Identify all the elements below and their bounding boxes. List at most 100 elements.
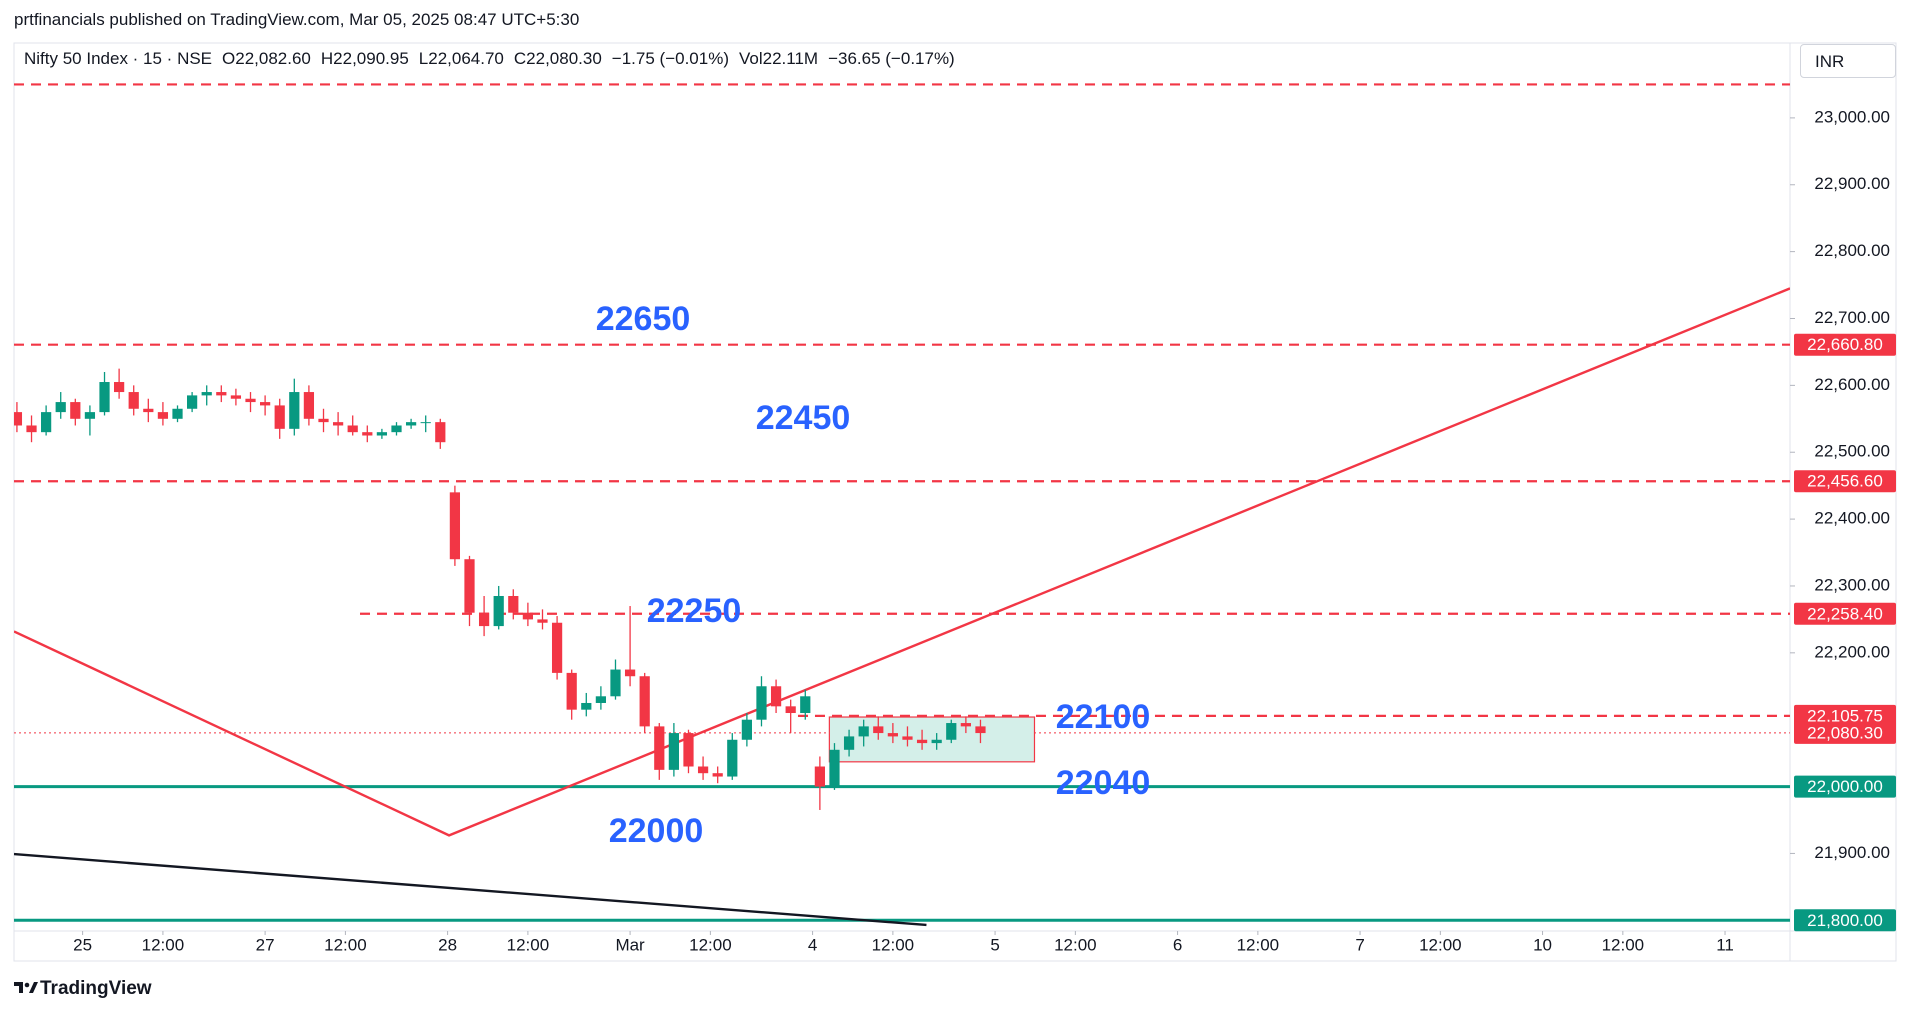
- level-annotation: 22000: [609, 812, 704, 850]
- currency-button[interactable]: INR: [1800, 44, 1896, 78]
- candle-body: [727, 739, 738, 777]
- candle-body: [581, 702, 592, 710]
- candle-body: [843, 736, 855, 750]
- brand-logo: [14, 982, 38, 993]
- candle-body: [274, 405, 285, 429]
- legend-item: C22,080.30: [513, 49, 602, 68]
- price-level-label: 22,660.80: [1807, 335, 1883, 354]
- y-tick-label: 22,400.00: [1814, 509, 1890, 528]
- candle-body: [668, 733, 679, 770]
- candle-body: [303, 392, 315, 419]
- candle-body: [566, 672, 577, 710]
- candle-body: [143, 408, 154, 413]
- candle-body: [610, 669, 621, 697]
- price-level-box: [1794, 775, 1896, 798]
- x-tick-label: 12:00: [507, 935, 550, 954]
- candle-body: [114, 382, 125, 393]
- candle-body: [420, 422, 431, 424]
- candle-body: [683, 733, 694, 767]
- y-tick-label: 22,300.00: [1814, 575, 1890, 594]
- x-tick-label: 25: [73, 935, 92, 954]
- candle-body: [654, 726, 665, 770]
- level-annotation: 22650: [596, 300, 691, 338]
- candle-body: [84, 412, 96, 419]
- candle-body: [318, 418, 329, 423]
- chart-legend: Nifty 50 Index · 15 · NSE O22,082.60 H22,…: [24, 49, 955, 69]
- price-level-label: 22,258.40: [1807, 604, 1883, 623]
- candle-body: [551, 622, 563, 673]
- legend-item: O22,082.60: [222, 49, 311, 68]
- y-tick-label: 22,700.00: [1814, 308, 1890, 327]
- price-level-label: 22,456.60: [1807, 472, 1883, 491]
- symbol-title: Nifty 50 Index · 15 · NSE: [24, 49, 213, 68]
- candle-body: [522, 612, 534, 620]
- candle-body: [493, 595, 504, 627]
- brand-name: TradingView: [40, 978, 152, 999]
- candle-body: [362, 432, 373, 436]
- candle-body: [55, 402, 66, 413]
- x-tick-label: 7: [1355, 935, 1364, 954]
- candle-body: [916, 739, 928, 744]
- trend-line: [14, 852, 927, 927]
- candle-body: [800, 696, 811, 714]
- candle-body: [391, 425, 402, 433]
- candle-body: [172, 408, 183, 419]
- range-zone: [828, 716, 1036, 763]
- y-tick-label: 22,800.00: [1814, 241, 1890, 260]
- x-tick-label: 5: [990, 935, 999, 954]
- candle-body: [201, 392, 212, 396]
- legend-item: Vol22.11M: [739, 49, 819, 68]
- x-tick-label: 10: [1533, 935, 1552, 954]
- x-tick-label: 11: [1716, 935, 1734, 954]
- candle-body: [946, 723, 957, 740]
- candle-body: [157, 412, 169, 419]
- x-tick-label: Mar: [615, 935, 645, 954]
- price-level-box: [1794, 909, 1896, 932]
- x-tick-label: 27: [256, 935, 275, 954]
- price-level-label: 22,080.30: [1807, 723, 1883, 742]
- y-tick-label: 22,500.00: [1814, 442, 1890, 461]
- x-tick-label: 12:00: [1419, 935, 1462, 954]
- price-level-label: 22,105.75: [1807, 706, 1883, 725]
- candle-body: [187, 395, 198, 409]
- candle-body: [624, 669, 636, 677]
- price-level-box: [1794, 602, 1896, 625]
- candle-body: [975, 726, 986, 734]
- candle-body: [332, 422, 344, 426]
- price-level-box: [1794, 721, 1896, 744]
- candle-body: [216, 392, 227, 396]
- legend-item: −36.65 (−0.17%): [828, 49, 955, 68]
- x-tick-label: 12:00: [142, 935, 185, 954]
- candle-body: [347, 425, 358, 433]
- candle-body: [741, 719, 752, 740]
- x-tick-label: 12:00: [1602, 935, 1645, 954]
- y-tick-label: 22,900.00: [1814, 174, 1890, 193]
- candle-body: [14, 412, 23, 426]
- legend-item: H22,090.95: [320, 49, 409, 68]
- candle-body: [478, 612, 490, 627]
- y-tick-label: 22,600.00: [1814, 375, 1890, 394]
- price-level-box: [1794, 704, 1896, 727]
- publisher-line: prtfinancials published on TradingView.c…: [14, 10, 580, 29]
- x-tick-label: 4: [808, 935, 817, 954]
- candle-body: [829, 749, 840, 787]
- candle-body: [639, 676, 650, 727]
- candle-body: [814, 766, 825, 787]
- candle-body: [873, 726, 884, 734]
- candle-body: [99, 382, 110, 413]
- y-tick-label: 22,200.00: [1814, 642, 1890, 661]
- candle-body: [289, 392, 300, 429]
- candle-body: [230, 395, 242, 399]
- candle-body: [770, 686, 782, 707]
- candle-body: [697, 766, 709, 774]
- x-tick-label: 12:00: [872, 935, 915, 954]
- x-tick-label: 12:00: [1054, 935, 1097, 954]
- candle-body: [128, 392, 139, 409]
- candle-body: [960, 723, 971, 727]
- candle-body: [41, 412, 52, 433]
- candle-body: [259, 402, 271, 406]
- chart-frame: [13, 42, 1897, 962]
- candle-body: [931, 739, 942, 744]
